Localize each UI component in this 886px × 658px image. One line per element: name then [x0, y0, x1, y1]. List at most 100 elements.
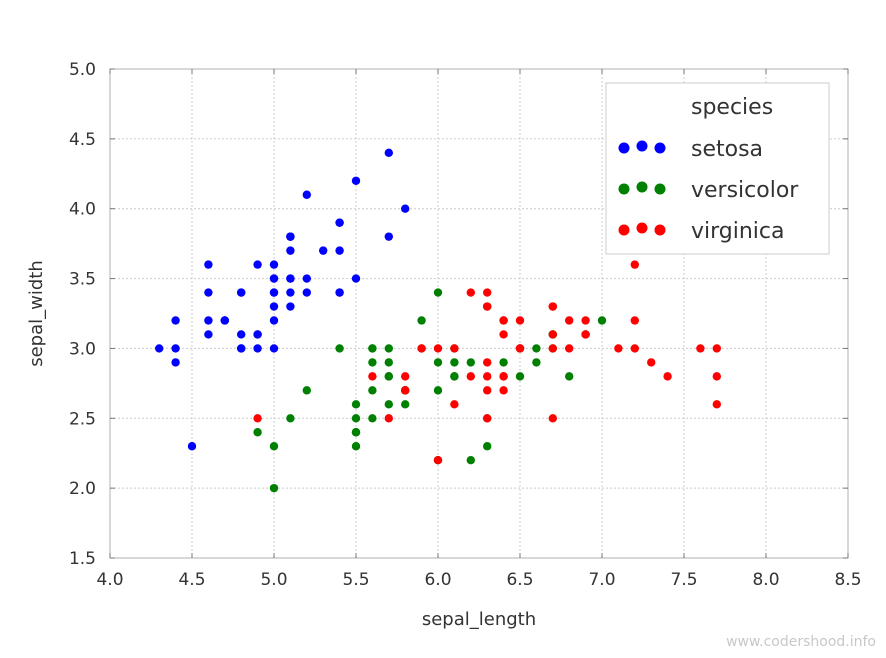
data-point-virginica	[712, 400, 721, 409]
x-tick-label: 7.5	[670, 570, 697, 590]
data-point-setosa	[253, 260, 262, 269]
data-point-setosa	[204, 316, 213, 325]
data-point-versicolor	[450, 372, 459, 381]
data-point-versicolor	[433, 386, 443, 395]
data-point-virginica	[483, 358, 492, 367]
data-point-versicolor	[351, 428, 361, 437]
data-point-virginica	[433, 456, 443, 465]
data-point-versicolor	[433, 358, 443, 367]
data-point-virginica	[548, 414, 557, 423]
y-tick-label: 2.5	[69, 409, 96, 429]
legend-marker-setosa	[636, 140, 648, 152]
y-tick-label: 1.5	[69, 549, 96, 569]
data-point-setosa	[286, 302, 295, 311]
data-point-virginica	[384, 414, 393, 423]
data-point-versicolor	[368, 414, 377, 423]
legend-entries: setosa versicolor virginica	[618, 137, 799, 244]
data-point-versicolor	[302, 386, 311, 395]
data-point-versicolor	[286, 414, 295, 423]
data-point-versicolor	[532, 344, 541, 353]
legend: species setosa versicolor virginica	[605, 82, 830, 255]
data-point-versicolor	[384, 372, 393, 381]
data-point-virginica	[565, 344, 574, 353]
data-point-setosa	[269, 274, 279, 283]
data-point-versicolor	[253, 428, 262, 437]
data-point-versicolor	[433, 288, 443, 297]
y-tick-label: 4.5	[69, 130, 96, 150]
data-point-virginica	[401, 372, 410, 381]
data-point-setosa	[237, 330, 246, 339]
data-point-setosa	[335, 246, 344, 255]
data-point-setosa	[253, 330, 262, 339]
data-point-setosa	[286, 274, 295, 283]
data-point-virginica	[450, 400, 459, 409]
data-point-virginica	[712, 372, 721, 381]
legend-title: species	[691, 95, 773, 120]
legend-label-setosa: setosa	[691, 137, 763, 162]
data-point-virginica	[483, 386, 492, 395]
data-point-setosa	[220, 316, 229, 325]
data-point-versicolor	[401, 400, 410, 409]
x-tick-label: 7.0	[588, 570, 615, 590]
data-point-virginica	[450, 344, 459, 353]
x-tick-label: 6.5	[506, 570, 533, 590]
data-point-virginica	[548, 302, 557, 311]
data-point-setosa	[286, 232, 295, 241]
data-point-virginica	[499, 330, 508, 339]
data-point-setosa	[319, 246, 328, 255]
data-point-virginica	[483, 302, 492, 311]
x-tick-label: 5.5	[342, 570, 369, 590]
data-point-setosa	[171, 344, 180, 353]
x-axis-label: sepal_length	[422, 609, 536, 630]
data-point-virginica	[696, 344, 705, 353]
data-point-setosa	[171, 316, 180, 325]
data-point-versicolor	[269, 442, 279, 451]
data-point-setosa	[171, 358, 180, 367]
data-point-setosa	[204, 330, 213, 339]
data-point-setosa	[302, 274, 311, 283]
data-point-virginica	[565, 316, 574, 325]
data-point-setosa	[351, 176, 361, 185]
legend-marker-versicolor	[636, 181, 648, 193]
data-point-versicolor	[368, 358, 377, 367]
data-point-virginica	[466, 288, 475, 297]
data-point-setosa	[269, 260, 279, 269]
data-point-virginica	[548, 344, 557, 353]
data-point-versicolor	[368, 386, 377, 395]
data-point-virginica	[483, 288, 492, 297]
legend-label-versicolor: versicolor	[691, 178, 799, 203]
watermark: www.codershood.info	[726, 634, 876, 650]
data-point-versicolor	[269, 483, 279, 493]
data-point-virginica	[630, 260, 639, 269]
data-point-setosa	[351, 274, 361, 283]
data-point-virginica	[466, 372, 475, 381]
data-point-versicolor	[532, 358, 541, 367]
data-point-versicolor	[483, 442, 492, 451]
data-point-versicolor	[351, 414, 361, 423]
data-point-virginica	[630, 316, 639, 325]
data-point-virginica	[548, 330, 557, 339]
legend-marker-virginica	[618, 224, 630, 236]
data-point-versicolor	[384, 400, 393, 409]
data-point-setosa	[335, 218, 344, 227]
x-tick-label: 8.5	[834, 570, 861, 590]
data-point-versicolor	[466, 358, 475, 367]
y-axis-label: sepal_width	[26, 260, 47, 367]
x-tick-label: 4.5	[178, 570, 205, 590]
data-point-setosa	[302, 190, 311, 199]
data-point-setosa	[384, 232, 393, 241]
x-tick-label: 5.0	[260, 570, 287, 590]
data-point-setosa	[286, 246, 295, 255]
legend-label-virginica: virginica	[691, 219, 785, 244]
data-point-setosa	[187, 442, 197, 451]
x-tick-label: 8.0	[752, 570, 779, 590]
data-point-setosa	[204, 260, 213, 269]
x-tick-label: 6.0	[424, 570, 451, 590]
data-point-virginica	[368, 372, 377, 381]
legend-marker-versicolor	[654, 183, 666, 195]
data-point-virginica	[581, 316, 590, 325]
data-point-virginica	[581, 330, 590, 339]
data-point-versicolor	[368, 344, 377, 353]
axis-ticks: 4.0 4.5 5.0 5.5 6.0 6.5 7.0 7.5 8.0 8.5 1.5 2.0 2.5 3…	[69, 60, 862, 590]
